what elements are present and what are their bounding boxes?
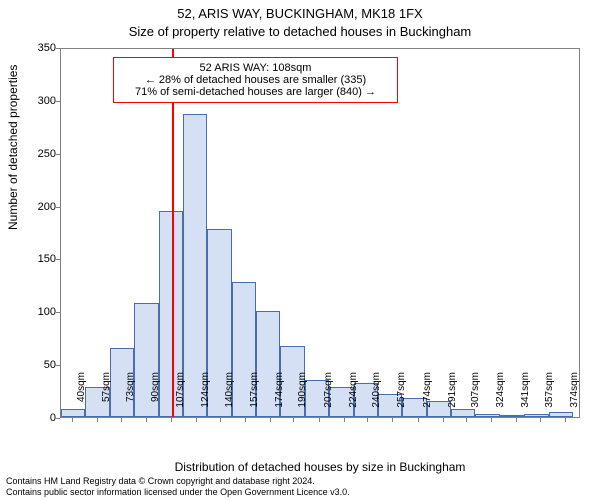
y-tick-mark — [56, 48, 60, 49]
footer-line-1: Contains HM Land Registry data © Crown c… — [6, 476, 350, 487]
y-tick-mark — [56, 312, 60, 313]
x-tick-label: 40sqm — [76, 372, 87, 422]
histogram-bars — [61, 49, 579, 417]
x-tick-mark — [245, 418, 246, 422]
attribution-footer: Contains HM Land Registry data © Crown c… — [6, 476, 350, 498]
x-tick-mark — [540, 418, 541, 422]
x-tick-mark — [97, 418, 98, 422]
chart-title: Size of property relative to detached ho… — [0, 24, 600, 39]
annotation-line-1: 52 ARIS WAY: 108sqm — [122, 62, 389, 74]
x-tick-label: 324sqm — [495, 372, 506, 422]
chart-container: 52, ARIS WAY, BUCKINGHAM, MK18 1FX Size … — [0, 0, 600, 500]
y-tick-label: 150 — [16, 253, 56, 265]
annotation-line-2: ← 28% of detached houses are smaller (33… — [122, 74, 389, 86]
y-tick-mark — [56, 207, 60, 208]
x-tick-label: 291sqm — [447, 372, 458, 422]
y-tick-label: 0 — [16, 412, 56, 424]
x-tick-mark — [121, 418, 122, 422]
y-tick-label: 50 — [16, 359, 56, 371]
x-tick-mark — [196, 418, 197, 422]
x-tick-mark — [466, 418, 467, 422]
y-tick-label: 300 — [16, 95, 56, 107]
x-tick-mark — [72, 418, 73, 422]
x-tick-label: 90sqm — [150, 372, 161, 422]
y-tick-mark — [56, 259, 60, 260]
x-tick-mark — [565, 418, 566, 422]
y-tick-label: 200 — [16, 201, 56, 213]
x-tick-label: 174sqm — [274, 372, 285, 422]
y-tick-mark — [56, 418, 60, 419]
y-tick-label: 350 — [16, 42, 56, 54]
x-tick-label: 73sqm — [125, 372, 136, 422]
x-tick-label: 274sqm — [422, 372, 433, 422]
x-tick-mark — [171, 418, 172, 422]
x-tick-mark — [516, 418, 517, 422]
footer-line-2: Contains public sector information licen… — [6, 487, 350, 498]
x-tick-mark — [491, 418, 492, 422]
x-tick-label: 240sqm — [371, 372, 382, 422]
y-tick-mark — [56, 101, 60, 102]
x-tick-label: 257sqm — [396, 372, 407, 422]
y-tick-label: 250 — [16, 148, 56, 160]
x-tick-mark — [418, 418, 419, 422]
x-tick-mark — [443, 418, 444, 422]
x-tick-label: 374sqm — [569, 372, 580, 422]
x-tick-label: 157sqm — [249, 372, 260, 422]
x-tick-mark — [293, 418, 294, 422]
x-tick-mark — [319, 418, 320, 422]
x-tick-mark — [146, 418, 147, 422]
x-tick-label: 140sqm — [224, 372, 235, 422]
x-tick-mark — [220, 418, 221, 422]
x-tick-mark — [392, 418, 393, 422]
x-tick-label: 357sqm — [544, 372, 555, 422]
x-tick-label: 107sqm — [175, 372, 186, 422]
x-tick-label: 341sqm — [520, 372, 531, 422]
plot-area: 52 ARIS WAY: 108sqm ← 28% of detached ho… — [60, 48, 580, 418]
annotation-box: 52 ARIS WAY: 108sqm ← 28% of detached ho… — [113, 57, 398, 103]
x-tick-label: 207sqm — [323, 372, 334, 422]
y-tick-mark — [56, 365, 60, 366]
x-tick-label: 190sqm — [297, 372, 308, 422]
y-tick-label: 100 — [16, 306, 56, 318]
y-axis-label: Number of detached properties — [6, 65, 20, 230]
marker-vertical-line — [172, 49, 174, 417]
x-tick-mark — [270, 418, 271, 422]
y-tick-mark — [56, 154, 60, 155]
x-tick-label: 57sqm — [101, 372, 112, 422]
x-tick-label: 124sqm — [200, 372, 211, 422]
x-tick-label: 307sqm — [470, 372, 481, 422]
x-axis-label: Distribution of detached houses by size … — [60, 460, 580, 474]
x-tick-mark — [367, 418, 368, 422]
x-tick-mark — [344, 418, 345, 422]
annotation-line-3: 71% of semi-detached houses are larger (… — [122, 86, 389, 98]
chart-supertitle: 52, ARIS WAY, BUCKINGHAM, MK18 1FX — [0, 6, 600, 21]
x-tick-label: 224sqm — [348, 372, 359, 422]
